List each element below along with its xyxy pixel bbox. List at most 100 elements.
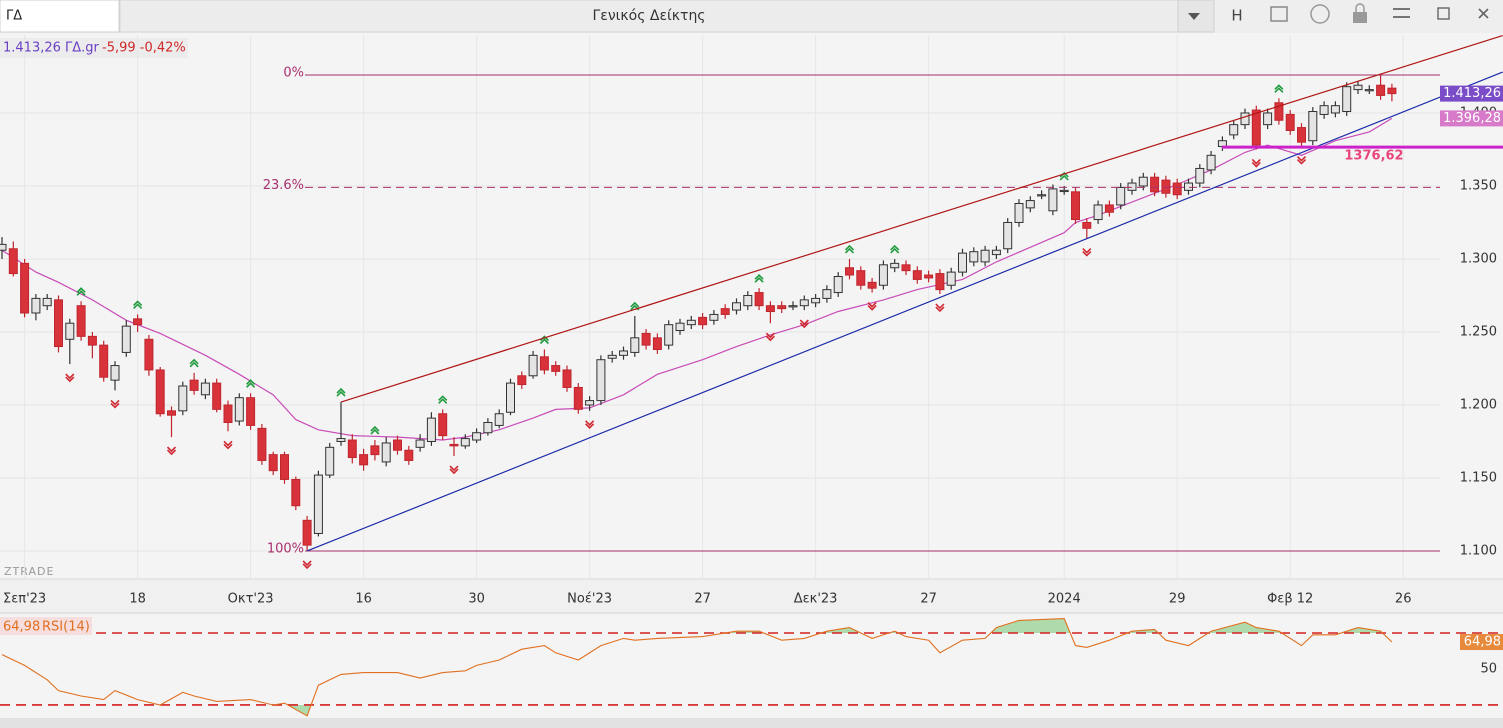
y-tick-label: 1.300 [1460,251,1497,266]
up-signal [844,244,855,254]
candle-body [1172,182,1182,196]
candle-body [1150,176,1160,193]
candle-body [0,243,7,251]
candle-body [494,413,504,426]
candle-body [121,325,131,353]
rsi-tag [1460,634,1503,651]
candle-body [336,438,346,442]
up-signal [189,358,199,368]
candle-body [212,382,222,410]
down-signal [166,446,177,456]
candle-body [630,337,640,353]
chart-layer: 1.1001.1501.2001.2501.3001.3501.400Σεπ'2… [0,35,1503,717]
down-signal [1082,247,1092,257]
candle-body [675,322,685,332]
candle-body [65,322,75,340]
up-signal [890,244,900,254]
x-tick-label: 26 [1395,592,1412,607]
h-button[interactable]: H [1231,7,1242,25]
x-tick-label: 18 [129,592,146,607]
candle-body [856,270,866,286]
candle-body [912,270,922,280]
quote-icon[interactable] [1310,4,1330,24]
panel-icon[interactable] [1270,6,1288,22]
candle-body [1116,186,1126,206]
candle-body [1229,124,1239,136]
up-signal [133,300,143,310]
lock-shackle [1355,3,1365,12]
symbol-input[interactable] [0,0,120,33]
x-tick-label: 16 [355,592,372,607]
candle-body [483,422,493,434]
candle-body [76,305,86,337]
candle-body [1342,86,1352,113]
candle-body [1003,221,1013,250]
candle-body [1285,113,1295,131]
candle-body [833,275,843,294]
x-tick-label: Φεβ 12 [1267,592,1313,607]
candle-body [607,354,617,359]
candle-body [811,297,821,304]
candle-body [788,305,798,308]
candle-body [472,432,482,441]
up-signal [336,387,346,397]
rsi-tag-label: 64,98 [1464,635,1501,650]
bottom-tabs [0,718,1503,728]
candle-body [1161,179,1171,194]
candle-body [313,474,323,534]
candle-body [1195,167,1205,184]
candle-body [539,356,549,371]
candle-body [686,319,696,326]
trendline [340,35,1503,403]
candle-body [223,404,233,424]
close-icon[interactable] [1478,8,1489,19]
y-tick-label: 1.150 [1460,470,1497,485]
down-signal [302,560,312,570]
candle-body [1251,109,1261,146]
candle-body [1184,182,1193,191]
x-tick-label: 27 [920,592,937,607]
candle-body [1240,112,1250,126]
candle-body [1364,89,1374,92]
candle-body [506,382,515,413]
candle-body [641,332,651,346]
candle-body [1274,102,1284,121]
candle-body [347,439,357,459]
candle-body [1376,84,1386,96]
up-signal [438,395,448,404]
candle-body [822,289,832,299]
up-signal [754,274,764,283]
fib-label: 100% [267,541,304,556]
candle-body [167,410,176,416]
menu-icon[interactable] [1393,8,1410,18]
x-tick-label: Οκτ'23 [228,592,274,607]
lock-icon[interactable] [1353,12,1367,23]
candle-body [799,299,809,307]
candle-body [867,281,877,289]
candle-body [551,365,561,372]
candle-body [257,427,267,461]
plot-area [0,35,1440,578]
candle-body [1037,194,1047,197]
candle-body [31,297,41,314]
price-tag-label: 1.396,28 [1443,111,1501,126]
candle-body [878,264,888,286]
candle-body [110,365,120,381]
down-signal [110,399,120,409]
x-axis-band [0,579,1503,613]
candle-body [133,318,143,326]
down-signal [223,440,233,450]
down-signal [935,303,945,313]
candle-body [517,375,527,386]
restore-icon[interactable] [1437,7,1450,20]
candle-body [720,308,730,315]
candle-body [980,249,990,263]
candle-body [1093,204,1103,221]
candle-body [1071,191,1080,221]
candle-body [1387,87,1397,95]
candle-body [1319,105,1329,115]
candle-body [596,359,606,402]
up-signal [370,425,380,435]
candle-body [562,369,572,388]
